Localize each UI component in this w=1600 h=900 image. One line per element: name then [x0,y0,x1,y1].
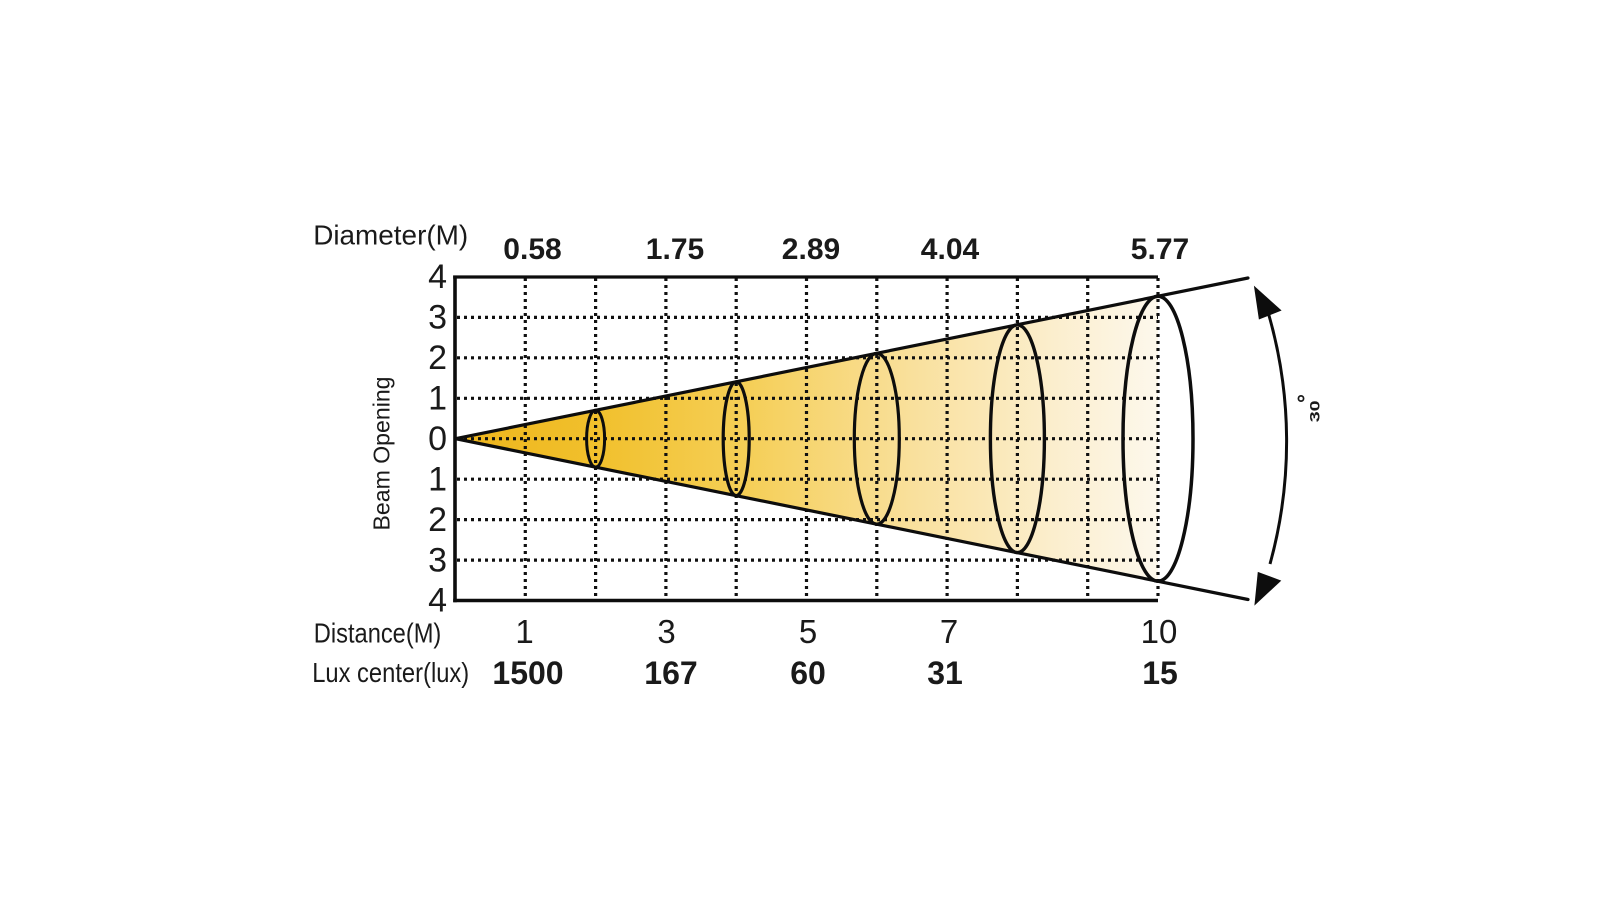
svg-text:167: 167 [644,655,697,691]
svg-text:1: 1 [428,380,447,418]
svg-text:2: 2 [428,501,447,539]
svg-text:Distance(M): Distance(M) [314,618,442,649]
svg-text:0.58: 0.58 [503,233,561,266]
svg-text:2.89: 2.89 [782,233,840,266]
svg-text:Lux center(lux): Lux center(lux) [312,657,469,688]
svg-text:4: 4 [428,258,447,296]
svg-text:31: 31 [927,655,963,691]
svg-text:5.77: 5.77 [1131,233,1189,266]
svg-text:1: 1 [428,460,447,498]
svg-text:5: 5 [799,613,817,650]
svg-text:4: 4 [428,582,447,620]
svg-text:0: 0 [428,420,447,458]
svg-text:Diameter(M): Diameter(M) [313,220,468,251]
svg-text:7: 7 [940,613,958,650]
svg-text:3: 3 [428,299,447,337]
svg-text:2: 2 [428,339,447,377]
svg-text:1.75: 1.75 [646,233,704,266]
svg-text:3: 3 [657,613,675,650]
svg-text:4.04: 4.04 [921,233,980,266]
svg-text:15: 15 [1142,655,1178,691]
svg-text:3: 3 [428,541,447,579]
svg-text:60: 60 [790,655,826,691]
svg-text:1: 1 [515,613,533,650]
svg-text:1500: 1500 [492,655,563,691]
svg-text:10: 10 [1141,613,1178,650]
svg-text:Beam Opening: Beam Opening [369,377,395,531]
svg-text:30: 30 [1306,400,1322,422]
